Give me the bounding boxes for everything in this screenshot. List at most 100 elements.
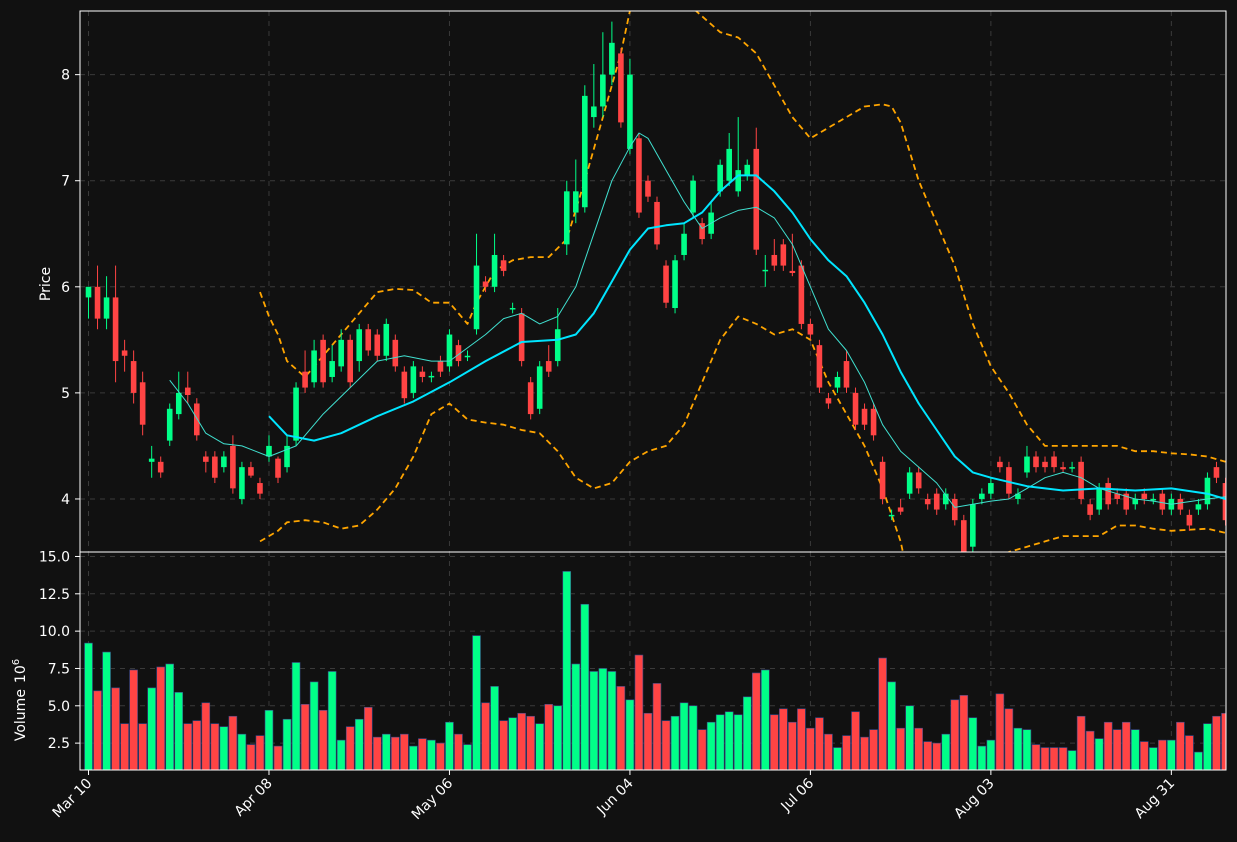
candle-body xyxy=(212,456,218,478)
volume-bar xyxy=(977,745,987,770)
candle-body xyxy=(1069,467,1075,469)
volume-bar xyxy=(391,736,400,770)
volume-bar xyxy=(526,715,535,770)
volume-bar xyxy=(842,735,851,770)
candle-body xyxy=(961,520,967,552)
volume-bar xyxy=(309,681,319,770)
volume-bar xyxy=(1067,750,1077,770)
candle-body xyxy=(112,297,119,362)
candle-body xyxy=(627,74,633,149)
candle-body xyxy=(284,445,290,468)
volume-bar xyxy=(869,729,878,770)
volume-bar xyxy=(318,709,328,770)
volume-bar xyxy=(652,683,662,770)
time-tick-label: Apr 08 xyxy=(232,776,276,820)
volume-bar xyxy=(219,726,229,770)
volume-bar xyxy=(544,704,553,770)
candle-body xyxy=(437,361,444,372)
volume-bar xyxy=(409,745,418,770)
candle-body xyxy=(518,313,525,362)
candle-body xyxy=(762,269,769,272)
volume-bar xyxy=(445,721,454,770)
volume-bar xyxy=(1221,712,1226,770)
candle-body xyxy=(193,403,200,436)
candle-body xyxy=(374,334,381,356)
volume-bar xyxy=(851,711,860,770)
candle-body xyxy=(591,106,597,118)
volume-bar xyxy=(147,687,156,770)
volume-bar xyxy=(174,692,184,770)
candle-body xyxy=(248,467,254,476)
candle-body xyxy=(1060,467,1066,470)
volume-bar xyxy=(111,687,120,770)
volume-bar xyxy=(751,672,761,770)
volume-tick-label: 12.5 xyxy=(39,587,70,603)
candle-body xyxy=(1177,498,1184,510)
volume-bar xyxy=(797,708,806,770)
candle-body xyxy=(879,461,886,499)
candle-body xyxy=(1015,493,1021,499)
candle-body xyxy=(816,345,823,388)
volume-bar xyxy=(986,739,996,770)
volume-bar xyxy=(1121,721,1131,770)
candle-body xyxy=(166,408,173,441)
candle-body xyxy=(915,472,922,489)
price-tick-label: 4 xyxy=(61,492,70,508)
candle-body xyxy=(121,350,128,356)
candle-body xyxy=(726,148,732,181)
volume-bar xyxy=(1049,747,1059,770)
volume-bar xyxy=(93,690,102,770)
volume-bar xyxy=(1140,741,1149,770)
volume-bar xyxy=(1103,721,1113,770)
volume-axis-label: Volume106 xyxy=(11,659,29,741)
candle-body xyxy=(473,265,480,330)
volume-bar xyxy=(490,686,499,770)
candle-body xyxy=(654,201,660,245)
volume-bar xyxy=(643,712,653,770)
volume-bar xyxy=(129,669,138,770)
candle-body xyxy=(365,329,372,351)
volume-tick-label: 10.0 xyxy=(39,624,70,640)
volume-bar xyxy=(436,742,445,770)
volume-bar xyxy=(363,706,373,770)
bollinger-lower-line xyxy=(259,315,1226,552)
volume-bar xyxy=(282,718,292,770)
volume-bar xyxy=(156,666,165,770)
candle-body xyxy=(942,493,949,505)
candle-body xyxy=(861,408,868,425)
volume-bar xyxy=(192,720,202,770)
volume-bar xyxy=(1031,744,1041,770)
candle-body xyxy=(951,498,958,521)
candle-body xyxy=(1105,483,1111,505)
volume-bar xyxy=(788,721,797,770)
volume-bar xyxy=(670,715,680,770)
candle-body xyxy=(410,366,417,393)
volume-bar xyxy=(499,720,508,770)
candle-body xyxy=(572,191,579,213)
candle-body xyxy=(1087,504,1093,515)
candle-body xyxy=(825,398,832,404)
candle-body xyxy=(1042,461,1048,468)
candle-body xyxy=(428,375,435,378)
volume-bar xyxy=(950,699,960,770)
candle-body xyxy=(1195,504,1202,510)
candle-body xyxy=(1114,493,1121,499)
candle-body xyxy=(139,382,146,425)
candle-body xyxy=(717,164,723,192)
candle-body xyxy=(509,308,516,310)
time-tick-label: Aug 31 xyxy=(1132,776,1178,822)
candle-body xyxy=(148,458,155,462)
volume-bar xyxy=(508,717,517,770)
volume-bar xyxy=(246,744,256,770)
candle-body xyxy=(482,281,489,287)
volume-tick-label: 2.5 xyxy=(48,736,70,752)
candle-body xyxy=(690,180,696,213)
volume-bar xyxy=(1022,729,1032,770)
candle-body xyxy=(1222,483,1226,521)
volume-bar xyxy=(427,739,436,770)
volume-bar xyxy=(995,693,1005,770)
volume-bar xyxy=(1112,729,1122,770)
ma-fast-line xyxy=(169,132,1226,508)
candle-body xyxy=(672,260,678,309)
volume-bar xyxy=(264,709,274,770)
